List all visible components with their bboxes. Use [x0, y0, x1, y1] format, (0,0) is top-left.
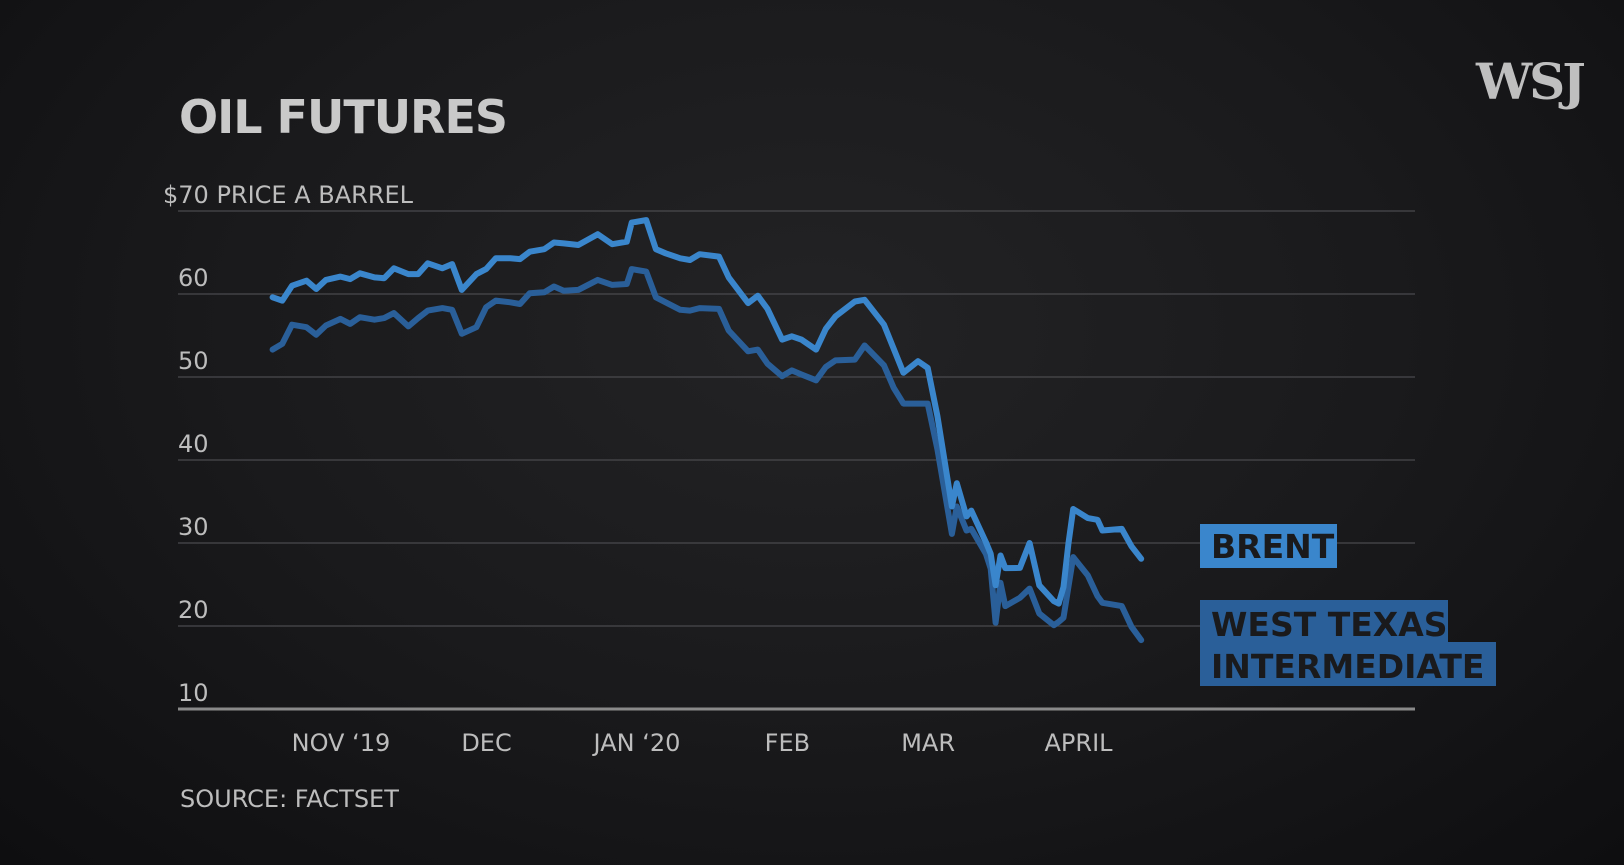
y-axis-tick-labels: 10 20 30 40 50 60 $70 PRICE A BARREL — [163, 181, 414, 707]
x-tick-label-2: JAN ‘20 — [592, 729, 681, 757]
wsj-logo: WSJ — [1476, 52, 1586, 111]
y-tick-label-30: 30 — [178, 513, 209, 541]
brent-label-text: BRENT — [1211, 527, 1335, 566]
x-tick-label-0: NOV ‘19 — [292, 729, 391, 757]
y-tick-label-40: 40 — [178, 430, 209, 458]
wti-label-box-line2 — [1200, 642, 1496, 686]
series-lines — [269, 217, 1145, 644]
x-tick-label-5: APRIL — [1045, 729, 1114, 757]
wti-label-box-line1 — [1200, 600, 1448, 644]
x-tick-label-1: DEC — [461, 729, 511, 757]
y-tick-label-60: 60 — [178, 264, 209, 292]
x-axis-tick-labels: NOV ‘19 DEC JAN ‘20 FEB MAR APRIL — [292, 729, 1114, 757]
brent-label-box — [1200, 524, 1337, 568]
chart-title: OIL FUTURES — [179, 90, 508, 144]
y-tick-label-70: $70 PRICE A BARREL — [163, 181, 414, 209]
wti-label-text-line2: INTERMEDIATE — [1211, 647, 1484, 686]
series-line-wti — [269, 266, 1145, 644]
x-tick-label-3: FEB — [765, 729, 810, 757]
y-tick-label-10: 10 — [178, 679, 209, 707]
x-tick-label-4: MAR — [901, 729, 955, 757]
y-tick-label-20: 20 — [178, 596, 209, 624]
y-tick-label-50: 50 — [178, 347, 209, 375]
series-line-brent — [269, 217, 1145, 607]
wti-label-text-line1: WEST TEXAS — [1211, 605, 1448, 644]
source-note: SOURCE: FACTSET — [180, 785, 399, 813]
